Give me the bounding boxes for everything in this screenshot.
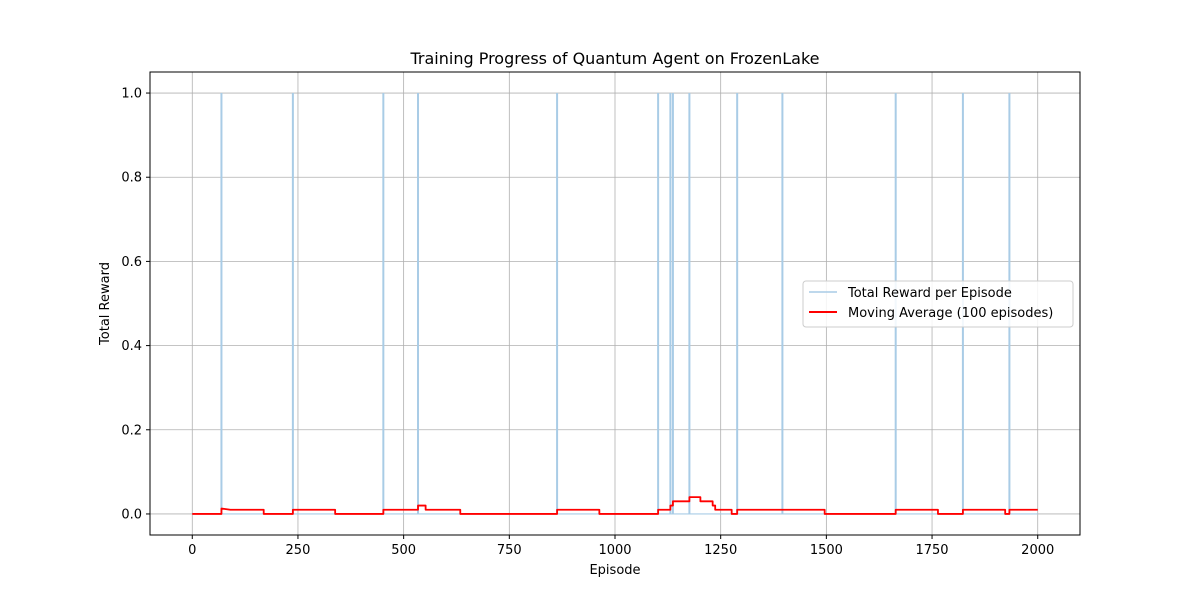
legend-label-reward: Total Reward per Episode <box>847 286 1012 301</box>
moving-average-line <box>192 496 1038 515</box>
x-tick-label: 2000 <box>1021 543 1054 558</box>
ticks: 0 250 500 750 1000 1250 1500 1750 2000 0.0 0.2 0.4 0… <box>121 87 1054 558</box>
x-tick-label: 1000 <box>598 543 631 558</box>
legend-box <box>802 280 1074 328</box>
y-axis-label: Total Reward <box>98 262 113 346</box>
y-tick-label: 0.8 <box>121 171 142 186</box>
x-axis-label: Episode <box>589 563 640 578</box>
y-tick-label: 0.6 <box>121 255 142 270</box>
legend-label-moving-average: Moving Average (100 episodes) <box>848 306 1053 321</box>
x-tick-label: 0 <box>188 543 196 558</box>
y-tick-label: 1.0 <box>121 87 142 102</box>
x-tick-label: 750 <box>497 543 522 558</box>
x-tick-label: 250 <box>286 543 311 558</box>
chart-title: Training Progress of Quantum Agent on Fr… <box>409 49 819 68</box>
x-tick-label: 1750 <box>915 543 948 558</box>
x-tick-label: 1250 <box>704 543 737 558</box>
y-tick-label: 0.4 <box>121 339 142 354</box>
x-tick-label: 1500 <box>810 543 843 558</box>
y-tick-label: 0.2 <box>121 423 142 438</box>
legend: Total Reward per Episode Moving Average … <box>802 280 1074 328</box>
y-tick-label: 0.0 <box>121 507 142 522</box>
x-tick-label: 500 <box>391 543 416 558</box>
